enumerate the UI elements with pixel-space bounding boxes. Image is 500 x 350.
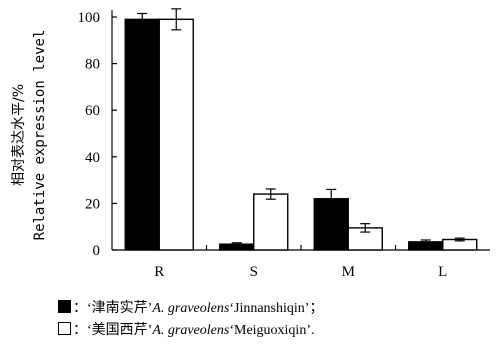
y-tick-label: 20 bbox=[85, 196, 100, 212]
x-tick-label: S bbox=[250, 264, 258, 280]
legend-genus: A. bbox=[152, 301, 165, 316]
bar-chart: 0 20 40 60 80 100 R S M L 相对表达水平/% Relative expr… bbox=[11, 8, 490, 280]
legend-swatch-white bbox=[58, 322, 71, 335]
y-tick-label: 100 bbox=[78, 10, 101, 26]
legend-species: graveolens bbox=[167, 323, 230, 338]
legend-sep: ： bbox=[73, 301, 87, 316]
x-tick-label: R bbox=[154, 264, 164, 280]
legend-cultivar: ‘Meiguoxiqin’ bbox=[229, 323, 311, 338]
legend-cultivar: ‘Jinnanshiqin’ bbox=[229, 301, 310, 316]
legend-genus: A. bbox=[152, 323, 165, 338]
y-tick-label: 80 bbox=[85, 57, 100, 73]
legend-swatch-black bbox=[58, 300, 71, 313]
y-axis-label-en: Relative expression level bbox=[32, 30, 48, 241]
legend-species: graveolens bbox=[167, 301, 230, 316]
legend-cn-name: ‘美国西芹’ bbox=[87, 323, 153, 338]
y-tick-label: 60 bbox=[85, 103, 100, 119]
bar bbox=[124, 18, 160, 251]
legend-sep: ： bbox=[73, 323, 87, 338]
y-tick-label: 40 bbox=[85, 150, 100, 166]
legend-end: ； bbox=[309, 301, 324, 316]
legend-entry-meiguoxiqin: ：‘美国西芹’A. graveolens‘Meiguoxiqin’. bbox=[58, 322, 314, 340]
legend-end: . bbox=[310, 323, 315, 338]
x-tick-label: L bbox=[438, 264, 447, 280]
y-tick-label: 0 bbox=[93, 243, 101, 259]
bar bbox=[253, 193, 289, 251]
legend-entry-jinnanshiqin: ：‘津南实芹’A. graveolens‘Jinnanshiqin’； bbox=[58, 300, 323, 318]
bar bbox=[158, 18, 194, 251]
y-axis-label-cn: 相对表达水平/% bbox=[11, 84, 27, 186]
x-tick-label: M bbox=[342, 264, 355, 280]
legend-cn-name: ‘津南实芹’ bbox=[87, 301, 153, 316]
